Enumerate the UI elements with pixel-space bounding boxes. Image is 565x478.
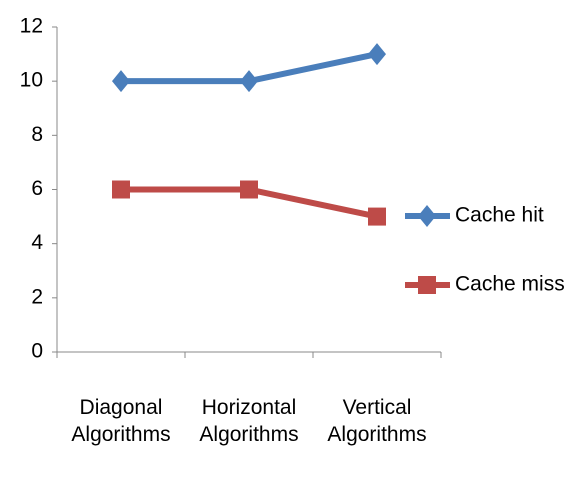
marker: [112, 70, 130, 93]
y-tick-label: 6: [31, 177, 43, 200]
marker: [112, 180, 130, 199]
legend-marker: [418, 276, 436, 294]
marker: [368, 43, 386, 66]
x-tick-label: Vertical Algorithms: [327, 396, 427, 447]
x-tick-label: Horizontal Algorithms: [199, 396, 299, 447]
y-tick-label: 12: [20, 15, 43, 38]
y-tick-label: 4: [31, 231, 43, 254]
y-tick-label: 8: [31, 123, 43, 146]
legend-label: Cache miss: [455, 273, 565, 296]
legend-label: Cache hit: [455, 204, 544, 227]
marker: [368, 207, 386, 226]
x-tick-label: Diagonal Algorithms: [71, 396, 171, 447]
marker: [240, 180, 258, 199]
marker: [240, 70, 258, 93]
y-tick-label: 10: [20, 69, 43, 92]
y-tick-label: 2: [31, 285, 43, 308]
y-tick-label: 0: [31, 340, 43, 363]
legend-marker: [418, 205, 436, 227]
